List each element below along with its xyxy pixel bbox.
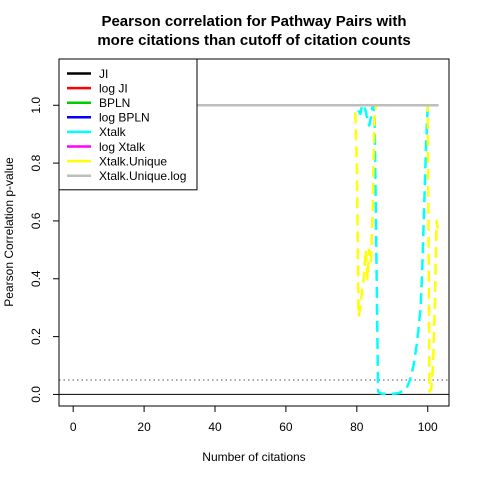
- x-tick-label: 60: [279, 420, 293, 434]
- y-tick-label: 1.0: [29, 97, 43, 114]
- legend-label: Xtalk.Unique: [99, 154, 167, 168]
- series-line-xtalk: [73, 104, 439, 396]
- legend-label: log BPLN: [99, 111, 150, 125]
- legend-box: [58, 58, 198, 191]
- legend-label: log JI: [99, 81, 128, 95]
- chart-title-line-2: more citations than cutoff of citation c…: [97, 32, 410, 49]
- y-tick-label: 0.0: [29, 386, 43, 403]
- x-tick-label: 40: [208, 420, 222, 434]
- chart-title-line-1: Pearson correlation for Pathway Pairs wi…: [101, 13, 406, 30]
- plot-frame: [58, 58, 450, 407]
- y-axis-label: Pearson Correlation p-value: [2, 157, 16, 307]
- legend-label: Xtalk: [99, 125, 127, 139]
- y-tick-label: 0.6: [29, 212, 43, 229]
- x-axis-label: Number of citations: [202, 450, 305, 464]
- y-tick-label: 0.4: [29, 270, 43, 287]
- y-tick-label: 0.8: [29, 154, 43, 171]
- x-tick-label: 0: [70, 420, 77, 434]
- x-tick-label: 100: [418, 420, 438, 434]
- legend-label: BPLN: [99, 96, 130, 110]
- legend-label: JI: [99, 67, 108, 81]
- x-tick-label: 80: [350, 420, 364, 434]
- legend-label: log Xtalk: [99, 140, 146, 154]
- y-tick-label: 0.2: [29, 328, 43, 345]
- x-tick-label: 20: [137, 420, 151, 434]
- legend-label: Xtalk.Unique.log: [99, 169, 186, 183]
